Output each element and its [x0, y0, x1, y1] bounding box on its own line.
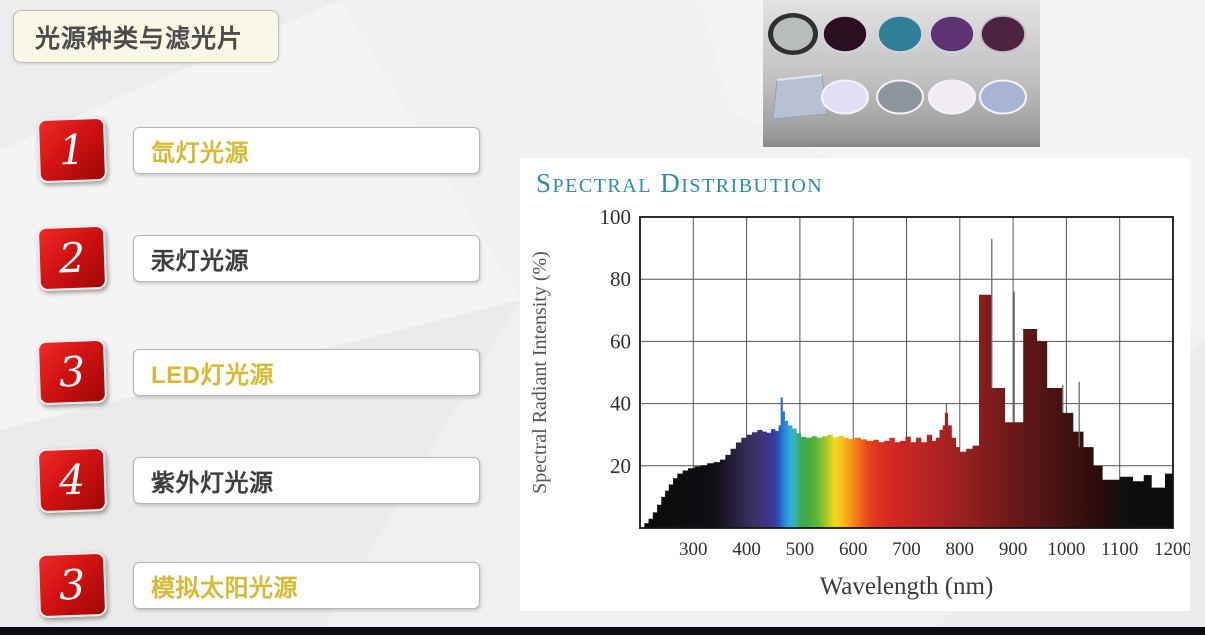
bottom-bar — [0, 627, 1205, 635]
list-item: 2 汞灯光源 — [36, 224, 488, 296]
x-axis-label: Wavelength (nm) — [820, 573, 994, 600]
filters-photo-image — [763, 0, 1040, 147]
chart-title: SPECTRAL DISTRIBUTION — [536, 168, 823, 198]
svg-text:900: 900 — [999, 539, 1028, 560]
svg-text:1100: 1100 — [1101, 539, 1138, 560]
svg-text:500: 500 — [786, 539, 815, 560]
item-number-tile: 3 — [36, 551, 108, 619]
filter-round — [928, 79, 976, 115]
spectral-spike-lines — [945, 238, 1080, 448]
svg-text:100: 100 — [600, 205, 632, 229]
svg-text:700: 700 — [892, 539, 921, 560]
filter-round — [822, 15, 868, 53]
item-label: LED灯光源 — [133, 349, 480, 396]
x-tick-labels: 300 400 500 600 700 800 900 1000 1100 1200 — [679, 539, 1192, 560]
filter-round — [876, 79, 924, 115]
plot-border — [639, 216, 1174, 529]
svg-text:20: 20 — [610, 454, 631, 478]
item-label: 氙灯光源 — [133, 127, 480, 174]
item-label: 紫外灯光源 — [133, 457, 480, 504]
filter-round — [980, 15, 1026, 53]
item-number-tile: 3 — [36, 338, 108, 406]
y-tick-labels: 20 40 60 80 100 — [600, 205, 632, 478]
list-item: 4 紫外灯光源 — [36, 446, 488, 518]
spectral-distribution-chart: SPECTRAL DISTRIBUTION 300 400 500 600 700 800 9… — [529, 168, 1192, 600]
svg-text:1000: 1000 — [1047, 539, 1085, 560]
item-number-tile: 2 — [36, 224, 108, 292]
slide-title-box: 光源种类与滤光片 — [13, 10, 279, 63]
y-axis-label: Spectral Radiant Intensity (%) — [529, 251, 551, 494]
filter-round — [979, 79, 1027, 115]
filter-round — [929, 15, 975, 53]
svg-text:400: 400 — [732, 539, 761, 560]
item-number-tile: 4 — [36, 446, 108, 514]
filter-round — [821, 79, 869, 115]
list-item: 1 氙灯光源 — [36, 116, 488, 188]
item-label: 汞灯光源 — [133, 235, 480, 282]
svg-text:300: 300 — [679, 539, 708, 560]
filter-round — [877, 15, 923, 53]
list-item: 3 LED灯光源 — [36, 338, 488, 410]
slide-title: 光源种类与滤光片 — [35, 24, 244, 53]
filter-square-plate — [772, 74, 828, 120]
filters-photo — [763, 0, 1040, 147]
chart-panel: SPECTRAL DISTRIBUTION 300 400 500 600 700 800 9… — [520, 158, 1192, 611]
item-label: 模拟太阳光源 — [133, 562, 480, 609]
svg-text:40: 40 — [610, 392, 631, 416]
list-item: 3 模拟太阳光源 — [36, 551, 488, 623]
svg-text:80: 80 — [610, 267, 631, 291]
svg-text:60: 60 — [610, 329, 631, 353]
svg-text:800: 800 — [946, 539, 975, 560]
item-number-tile: 1 — [36, 116, 108, 184]
svg-text:1200: 1200 — [1154, 539, 1190, 560]
svg-text:600: 600 — [839, 539, 868, 560]
spectrum-area — [640, 294, 1173, 528]
